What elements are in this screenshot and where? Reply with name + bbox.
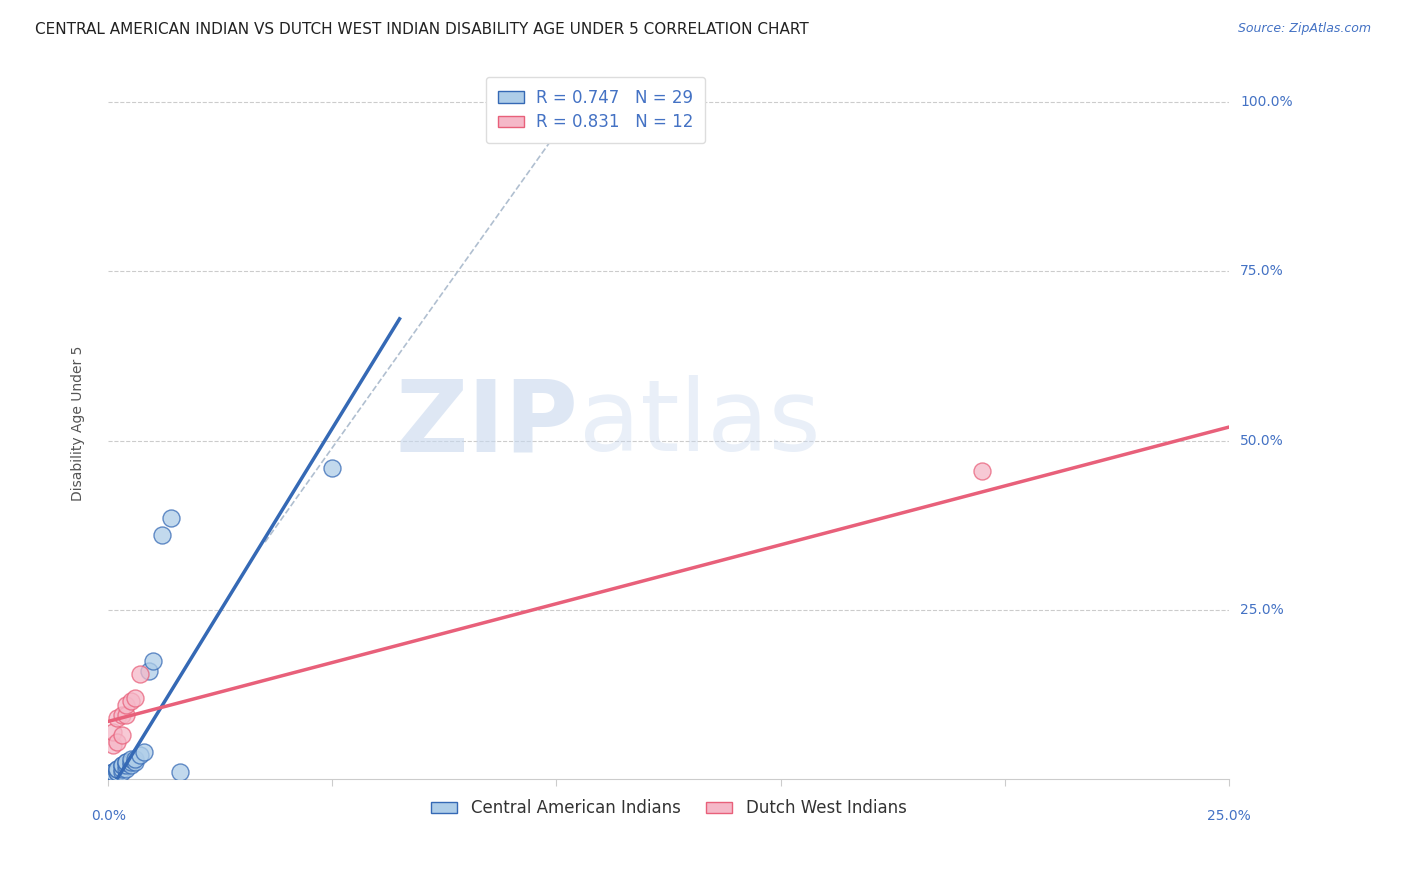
Point [120, 694, 142, 708]
Text: 25.0%: 25.0% [1240, 603, 1284, 616]
Point [138, 664, 160, 678]
Point [568, 115, 591, 129]
Point [115, 755, 138, 769]
Legend: Central American Indians, Dutch West Indians: Central American Indians, Dutch West Ind… [425, 792, 912, 824]
Text: 0.0%: 0.0% [90, 809, 125, 823]
Text: CENTRAL AMERICAN INDIAN VS DUTCH WEST INDIAN DISABILITY AGE UNDER 5 CORRELATION : CENTRAL AMERICAN INDIAN VS DUTCH WEST IN… [35, 22, 808, 37]
Point [110, 765, 132, 780]
Point [101, 765, 124, 780]
Point [150, 528, 173, 542]
Y-axis label: Disability Age Under 5: Disability Age Under 5 [72, 346, 86, 501]
Point [160, 511, 183, 525]
Point [124, 755, 146, 769]
Text: 25.0%: 25.0% [1206, 809, 1251, 823]
Text: 100.0%: 100.0% [1240, 95, 1292, 110]
Point [115, 755, 138, 769]
Point [120, 755, 142, 769]
Point [321, 460, 343, 475]
Point [128, 748, 150, 763]
Point [128, 667, 150, 681]
Point [115, 698, 138, 712]
Point [169, 765, 191, 780]
Point [124, 751, 146, 765]
Text: Source: ZipAtlas.com: Source: ZipAtlas.com [1237, 22, 1371, 36]
Point [101, 765, 124, 780]
Point [101, 765, 124, 780]
Point [101, 724, 124, 739]
Point [110, 758, 132, 772]
Point [124, 690, 146, 705]
Point [110, 707, 132, 722]
Point [110, 758, 132, 772]
Point [132, 745, 155, 759]
Point [105, 762, 128, 776]
Point [120, 751, 142, 765]
Point [120, 758, 142, 772]
Point [105, 711, 128, 725]
Text: 50.0%: 50.0% [1240, 434, 1284, 448]
Point [105, 735, 128, 749]
Point [101, 738, 124, 752]
Point [105, 765, 128, 780]
Point [105, 762, 128, 776]
Point [110, 762, 132, 776]
Point [115, 762, 138, 776]
Point [115, 707, 138, 722]
Text: atlas: atlas [579, 376, 821, 472]
Point [972, 464, 994, 478]
Point [110, 728, 132, 742]
Text: ZIP: ZIP [396, 376, 579, 472]
Point [105, 765, 128, 780]
Point [142, 653, 165, 667]
Text: 75.0%: 75.0% [1240, 265, 1284, 278]
Point [115, 758, 138, 772]
